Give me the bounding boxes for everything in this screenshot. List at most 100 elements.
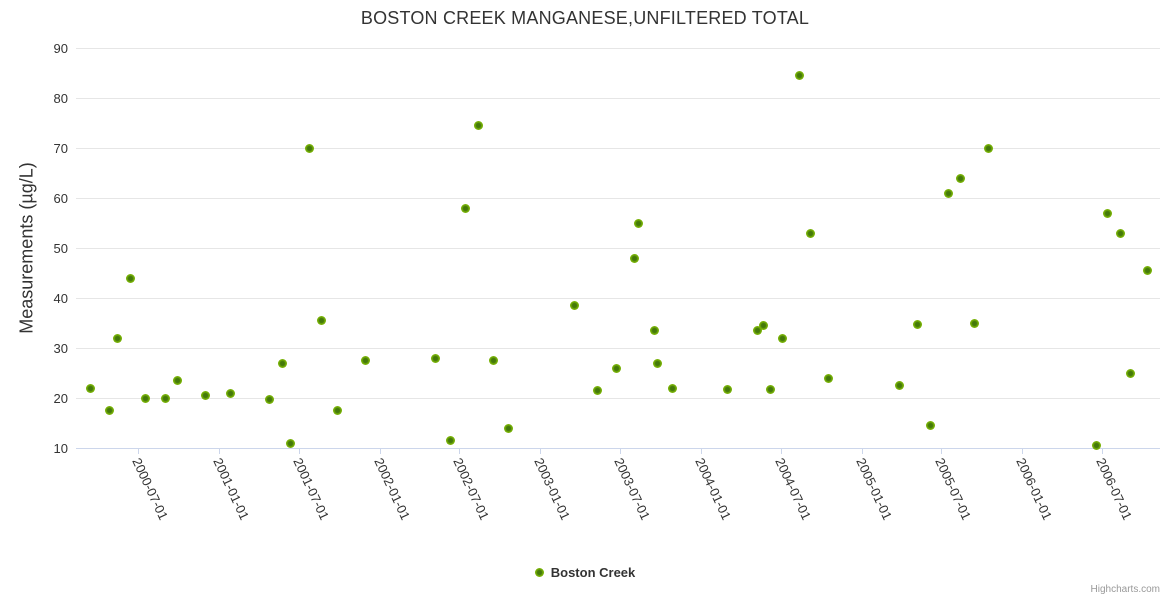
data-point[interactable]	[984, 143, 994, 153]
y-axis-tick-label: 20	[53, 390, 68, 406]
data-point[interactable]	[668, 383, 678, 393]
data-point[interactable]	[1143, 266, 1153, 275]
x-axis-tick-label: 2002-01-01	[370, 455, 413, 523]
data-point[interactable]	[956, 173, 966, 183]
y-axis-tick-label: 90	[53, 40, 68, 56]
data-point[interactable]	[105, 406, 115, 415]
data-point[interactable]	[489, 356, 499, 365]
data-point[interactable]	[778, 333, 788, 343]
x-axis-tick-mark	[379, 448, 381, 454]
y-axis-tick-label: 80	[53, 90, 68, 106]
y-gridline	[76, 98, 1160, 99]
x-axis-tick-label: 2004-07-01	[771, 455, 814, 523]
x-axis-tick-mark	[1021, 448, 1023, 454]
y-axis-tick-label: 50	[53, 240, 68, 256]
data-point[interactable]	[913, 319, 923, 329]
series-marker-icon	[534, 567, 544, 577]
data-point[interactable]	[612, 363, 622, 373]
x-axis-tick-label: 2002-07-01	[450, 455, 493, 523]
data-point[interactable]	[445, 436, 455, 445]
data-point[interactable]	[86, 383, 96, 393]
x-axis-tick-label: 2001-01-01	[210, 455, 253, 523]
data-point[interactable]	[265, 394, 275, 404]
y-gridline	[76, 148, 1160, 149]
x-axis-tick-mark	[219, 448, 221, 454]
data-point[interactable]	[1126, 368, 1136, 378]
data-point[interactable]	[317, 316, 327, 325]
x-axis-tick-mark	[700, 448, 702, 454]
data-point[interactable]	[824, 373, 834, 383]
x-axis-tick-mark	[459, 448, 461, 454]
data-point[interactable]	[112, 333, 122, 343]
data-point[interactable]	[200, 391, 210, 400]
data-point[interactable]	[474, 121, 484, 130]
data-point[interactable]	[943, 188, 953, 198]
x-axis-tick-label: 2004-01-01	[691, 455, 734, 523]
x-axis-tick-mark	[941, 448, 943, 454]
y-axis-tick-label: 40	[53, 290, 68, 306]
data-point[interactable]	[360, 356, 370, 365]
data-point[interactable]	[794, 71, 804, 80]
x-axis-tick-label: 2005-01-01	[852, 455, 895, 523]
data-point[interactable]	[286, 438, 296, 448]
x-axis-tick-mark	[138, 448, 140, 454]
data-point[interactable]	[653, 358, 663, 368]
data-point[interactable]	[649, 326, 659, 335]
data-point[interactable]	[569, 301, 579, 310]
data-point[interactable]	[126, 273, 136, 283]
x-axis-tick-label: 2005-07-01	[932, 455, 975, 523]
y-gridline	[76, 198, 1160, 199]
data-point[interactable]	[723, 384, 733, 394]
data-point[interactable]	[629, 253, 639, 263]
x-axis-tick-mark	[619, 448, 621, 454]
y-axis-tick-label: 30	[53, 340, 68, 356]
y-gridline	[76, 348, 1160, 349]
x-axis-tick-mark	[861, 448, 863, 454]
data-point[interactable]	[503, 423, 513, 433]
data-point[interactable]	[140, 393, 150, 403]
y-gridline	[76, 48, 1160, 49]
x-axis-tick-mark	[1101, 448, 1103, 454]
data-point[interactable]	[592, 386, 602, 395]
x-axis-line	[76, 448, 1160, 449]
data-point[interactable]	[633, 218, 643, 228]
data-point[interactable]	[805, 228, 815, 238]
data-point[interactable]	[332, 406, 342, 415]
highcharts-credits-link[interactable]: Highcharts.com	[1090, 584, 1160, 595]
y-axis-tick-label: 60	[53, 190, 68, 206]
data-point[interactable]	[461, 203, 471, 213]
data-point[interactable]	[894, 381, 904, 390]
x-axis-tick-label: 2000-07-01	[129, 455, 172, 523]
data-point[interactable]	[753, 326, 763, 335]
data-point[interactable]	[225, 388, 235, 398]
x-axis-tick-label: 2003-07-01	[611, 455, 653, 523]
data-point[interactable]	[160, 393, 170, 403]
data-point[interactable]	[926, 421, 936, 430]
data-point[interactable]	[969, 318, 979, 328]
x-axis-tick-label: 2001-07-01	[290, 455, 332, 523]
x-axis-tick-label: 2006-01-01	[1013, 455, 1055, 523]
data-point[interactable]	[305, 143, 315, 153]
legend-label: Boston Creek	[550, 564, 636, 580]
x-axis-tick-mark	[780, 448, 782, 454]
y-gridline	[76, 298, 1160, 299]
data-point[interactable]	[759, 321, 769, 330]
x-axis-tick-label: 2003-01-01	[531, 455, 574, 523]
data-point[interactable]	[172, 376, 182, 385]
legend-item-boston-creek[interactable]: Boston Creek	[0, 563, 1170, 581]
x-axis-tick-mark	[298, 448, 300, 454]
y-gridline	[76, 248, 1160, 249]
data-point[interactable]	[1115, 228, 1125, 238]
data-point[interactable]	[430, 353, 440, 363]
y-gridline	[76, 398, 1160, 399]
data-point[interactable]	[278, 358, 287, 368]
data-point[interactable]	[766, 384, 775, 394]
x-axis-tick-label: 2006-07-01	[1092, 455, 1135, 523]
chart-title: BOSTON CREEK MANGANESE,UNFILTERED TOTAL	[360, 8, 810, 28]
y-axis-tick-label: 10	[53, 440, 68, 456]
x-axis-tick-mark	[540, 448, 542, 454]
data-point[interactable]	[1103, 208, 1113, 218]
data-point[interactable]	[1092, 441, 1102, 450]
y-axis-tick-label: 70	[53, 140, 68, 156]
